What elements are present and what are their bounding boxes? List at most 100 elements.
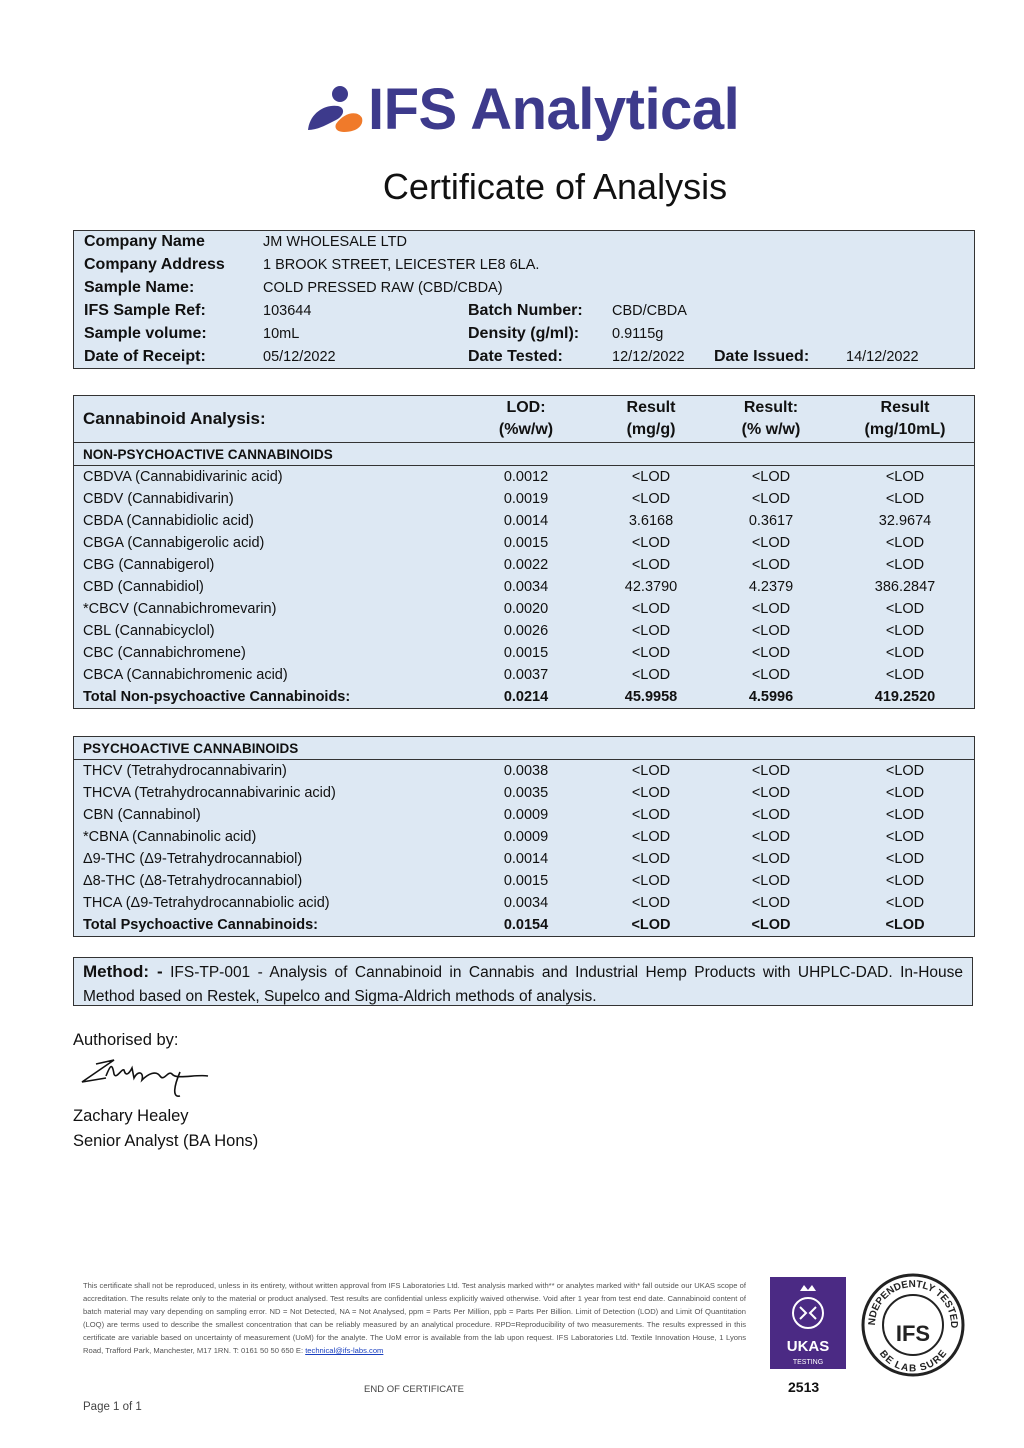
result-row: THCA (Δ9-Tetrahydrocannabiolic acid) 0.00… <box>74 892 974 914</box>
result-value: 0.0015 <box>503 645 549 661</box>
seal: INDEPENDENTLY TESTED BE LAB SURE IFS <box>861 1273 965 1377</box>
brand-name: IFS Analytical <box>368 77 740 142</box>
info-label: Date Tested: <box>468 348 563 365</box>
result-value: 3.6168 <box>628 513 674 529</box>
result-value: <LOD <box>751 667 791 683</box>
result-row: CBDVA (Cannabidivarinic acid) 0.0012 <LOD <… <box>74 466 974 489</box>
non-psychoactive-table: Cannabinoid Analysis: LOD: (%w/w) Result (mg… <box>73 395 975 709</box>
result-row: CBC (Cannabichromene) 0.0015 <LOD <LOD <LOD <box>74 642 974 664</box>
header-line: Result <box>626 399 676 416</box>
result-value: <LOD <box>885 807 925 823</box>
analyte-name: *CBNA (Cannabinolic acid) <box>83 829 257 845</box>
result-value: <LOD <box>631 623 671 639</box>
result-value: 4.2379 <box>748 579 794 595</box>
result-value: <LOD <box>631 601 671 617</box>
result-value: <LOD <box>751 873 791 889</box>
result-value: <LOD <box>631 807 671 823</box>
result-value: <LOD <box>631 829 671 845</box>
result-value: <LOD <box>885 873 925 889</box>
column-header: Result (mg/10mL) <box>836 396 974 443</box>
column-header: LOD: (%w/w) <box>456 396 596 443</box>
header-row: Cannabinoid Analysis: LOD: (%w/w) Result (mg… <box>74 396 974 443</box>
header-line: Result: <box>743 399 799 416</box>
column-header: Result: (% w/w) <box>706 396 836 443</box>
column-header: Result (mg/g) <box>596 396 706 443</box>
result-value: <LOD <box>751 557 791 573</box>
method-text: IFS-TP-001 - Analysis of Cannabinoid in … <box>83 964 963 1005</box>
result-row: Δ8-THC (Δ8-Tetrahydrocannabiol) 0.0015 <LO… <box>74 870 974 892</box>
result-row: CBGA (Cannabigerolic acid) 0.0015 <LOD <LOD… <box>74 532 974 554</box>
result-row: CBN (Cannabinol) 0.0009 <LOD <LOD <LOD <box>74 804 974 826</box>
ukas-sub: TESTING <box>793 1359 823 1366</box>
info-label: Company Address <box>84 256 225 273</box>
result-value: 0.0034 <box>503 579 549 595</box>
info-value: CBD/CBDA <box>612 303 687 319</box>
result-value: 0.0026 <box>503 623 549 639</box>
info-value: 05/12/2022 <box>263 349 336 365</box>
result-value: 0.0037 <box>503 667 549 683</box>
result-value: <LOD <box>885 895 925 911</box>
info-value: 0.9115g <box>612 326 664 342</box>
disclaimer: This certificate shall not be reproduced… <box>83 1279 746 1357</box>
section-heading: PSYCHOACTIVE CANNABINOIDS <box>74 737 975 760</box>
info-value: JM WHOLESALE LTD <box>263 234 407 250</box>
info-value: COLD PRESSED RAW (CBD/CBDA) <box>263 280 503 296</box>
analyte-name: CBDVA (Cannabidivarinic acid) <box>83 469 283 485</box>
result-row: THCVA (Tetrahydrocannabivarinic acid) 0.0… <box>74 782 974 804</box>
result-row: CBL (Cannabicyclol) 0.0026 <LOD <LOD <LOD <box>74 620 974 642</box>
analyte-name: CBGA (Cannabigerolic acid) <box>83 535 265 551</box>
result-row: CBDA (Cannabidiolic acid) 0.0014 3.6168 0.3… <box>74 510 974 532</box>
result-value: <LOD <box>751 763 791 779</box>
info-value: 103644 <box>263 303 312 319</box>
header-line: (% w/w) <box>741 421 801 438</box>
result-value: 0.0019 <box>503 491 549 507</box>
analyte-name: CBL (Cannabicyclol) <box>83 623 215 639</box>
analyte-name: CBN (Cannabinol) <box>83 807 201 823</box>
info-value: 12/12/2022 <box>612 349 685 365</box>
logo-mark <box>308 86 363 132</box>
result-value: 45.9958 <box>624 689 678 705</box>
result-value: <LOD <box>751 623 791 639</box>
ukas-label: UKAS <box>787 1338 830 1355</box>
page-number: Page 1 of 1 <box>83 1401 142 1413</box>
info-label: IFS Sample Ref: <box>84 302 206 319</box>
result-row: CBG (Cannabigerol) 0.0022 <LOD <LOD <LOD <box>74 554 974 576</box>
column-header: Cannabinoid Analysis: <box>74 396 456 443</box>
header-line: Cannabinoid Analysis: <box>83 409 266 428</box>
result-value: <LOD <box>885 763 925 779</box>
ukas-badge: UKAS TESTING <box>770 1277 846 1369</box>
result-value: <LOD <box>885 535 925 551</box>
info-value: 1 BROOK STREET, LEICESTER LE8 6LA. <box>263 257 540 273</box>
result-value: <LOD <box>885 623 925 639</box>
info-value: 14/12/2022 <box>846 349 919 365</box>
section-row: NON-PSYCHOACTIVE CANNABINOIDS <box>74 442 974 466</box>
result-value: <LOD <box>885 469 925 485</box>
analyte-name: Total Non-psychoactive Cannabinoids: <box>83 689 351 705</box>
result-row: CBDV (Cannabidivarin) 0.0019 <LOD <LOD <LOD <box>74 488 974 510</box>
psychoactive-table: PSYCHOACTIVE CANNABINOIDS THCV (Tetrahydr… <box>73 736 975 937</box>
result-value: <LOD <box>751 645 791 661</box>
result-value: <LOD <box>751 469 791 485</box>
analyte-name: CBCA (Cannabichromenic acid) <box>83 667 288 683</box>
analyst-name: Zachary Healey <box>73 1107 189 1125</box>
header-line: (mg/g) <box>626 421 676 438</box>
result-value: <LOD <box>751 829 791 845</box>
header-line: LOD: <box>506 399 546 416</box>
result-value: <LOD <box>751 601 791 617</box>
result-value: <LOD <box>631 469 671 485</box>
result-value: 419.2520 <box>874 689 936 705</box>
result-value: 0.0014 <box>503 851 549 867</box>
analyte-name: CBC (Cannabichromene) <box>83 645 246 661</box>
result-value: 42.3790 <box>624 579 678 595</box>
result-value: <LOD <box>631 873 671 889</box>
result-value: 0.0014 <box>503 513 549 529</box>
result-value: 32.9674 <box>878 513 932 529</box>
result-value: <LOD <box>751 851 791 867</box>
result-row: CBCA (Cannabichromenic acid) 0.0037 <LOD <L… <box>74 664 974 686</box>
signature <box>81 1059 209 1097</box>
email-link[interactable]: technical@ifs-labs.com <box>305 1346 384 1355</box>
result-value: <LOD <box>631 645 671 661</box>
result-value: <LOD <box>751 895 791 911</box>
analyte-name: Total Psychoactive Cannabinoids: <box>83 917 319 933</box>
